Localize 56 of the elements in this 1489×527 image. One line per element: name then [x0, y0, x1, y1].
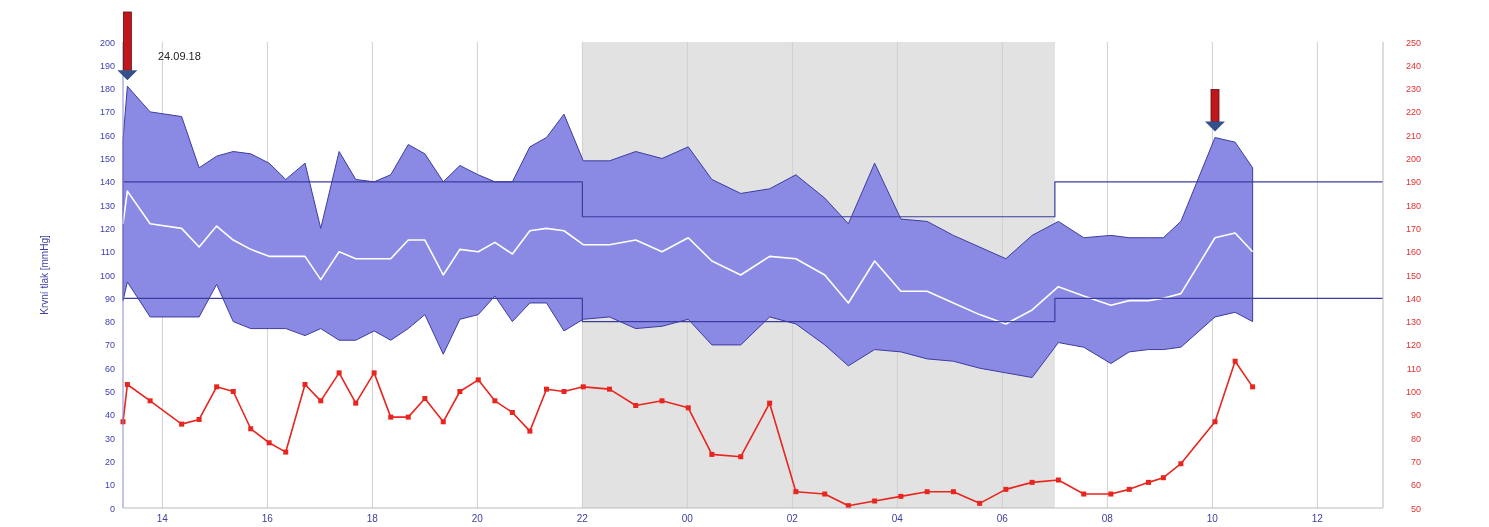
y-tick-label: 70	[104, 340, 115, 351]
x-tick-label: 20	[471, 513, 484, 524]
y-tick-label: 0	[109, 503, 115, 514]
y2-tick-label: 190	[1405, 177, 1421, 188]
y2-tick-label: 200	[1405, 154, 1421, 164]
x-tick-label: 12	[1311, 513, 1324, 524]
x-tick-label: 14	[156, 513, 169, 524]
y-tick-label: 130	[99, 200, 115, 211]
x-tick-label: 18	[366, 513, 379, 524]
y-tick-label: 50	[104, 387, 115, 397]
y2-tick-label: 210	[1405, 130, 1421, 141]
y-tick-label: 90	[104, 293, 115, 304]
y-tick-label: 10	[104, 480, 115, 491]
y-tick-label: 120	[99, 223, 115, 234]
y2-tick-label: 70	[1410, 456, 1421, 467]
y-tick-label: 150	[99, 154, 115, 164]
x-tick-label: 08	[1101, 513, 1114, 524]
y2-tick-label: 240	[1405, 60, 1421, 71]
y-tick-label: 100	[99, 270, 115, 281]
x-tick-label: 22	[576, 513, 589, 524]
y2-tick-label: 90	[1410, 410, 1421, 421]
y-axis-title: Krvní tlak [mmHg]	[39, 235, 50, 315]
y-tick-label: 190	[99, 60, 115, 71]
y2-tick-label: 60	[1410, 480, 1421, 491]
y2-tick-label: 250	[1405, 37, 1421, 48]
y-tick-label: 140	[99, 177, 115, 188]
y2-tick-label: 230	[1405, 84, 1421, 95]
y2-tick-label: 150	[1405, 270, 1421, 281]
y-tick-label: 30	[104, 433, 115, 444]
x-tick-label: 10	[1206, 513, 1219, 524]
y-tick-label: 20	[104, 456, 115, 467]
x-tick-label: 04	[891, 513, 904, 524]
y2-tick-label: 170	[1405, 223, 1421, 234]
y2-tick-label: 120	[1405, 340, 1421, 351]
y2-tick-label: 130	[1405, 317, 1421, 328]
x-tick-label: 16	[261, 513, 274, 524]
y-tick-label: 170	[99, 107, 115, 118]
x-tick-label: 06	[996, 513, 1009, 524]
annotation: 24.09.18	[158, 50, 201, 62]
y2-tick-label: 50	[1410, 503, 1421, 514]
y2-tick-label: 160	[1405, 247, 1421, 258]
y-tick-label: 180	[99, 84, 115, 95]
y-tick-label: 80	[104, 317, 115, 328]
y2-tick-label: 110	[1406, 363, 1421, 374]
x-tick-label: 02	[786, 513, 799, 524]
y-tick-label: 200	[99, 37, 115, 48]
y2-tick-label: 140	[1405, 293, 1421, 304]
y2-tick-label: 220	[1405, 107, 1421, 118]
x-tick-label: 00	[681, 513, 694, 524]
y-tick-label: 40	[104, 410, 115, 421]
y2-tick-label: 180	[1405, 200, 1421, 211]
y2-tick-label: 100	[1405, 387, 1421, 397]
y-tick-label: 60	[104, 363, 115, 374]
y-tick-label: 110	[100, 247, 115, 258]
y2-tick-label: 80	[1410, 433, 1421, 444]
y-tick-label: 160	[99, 130, 115, 141]
